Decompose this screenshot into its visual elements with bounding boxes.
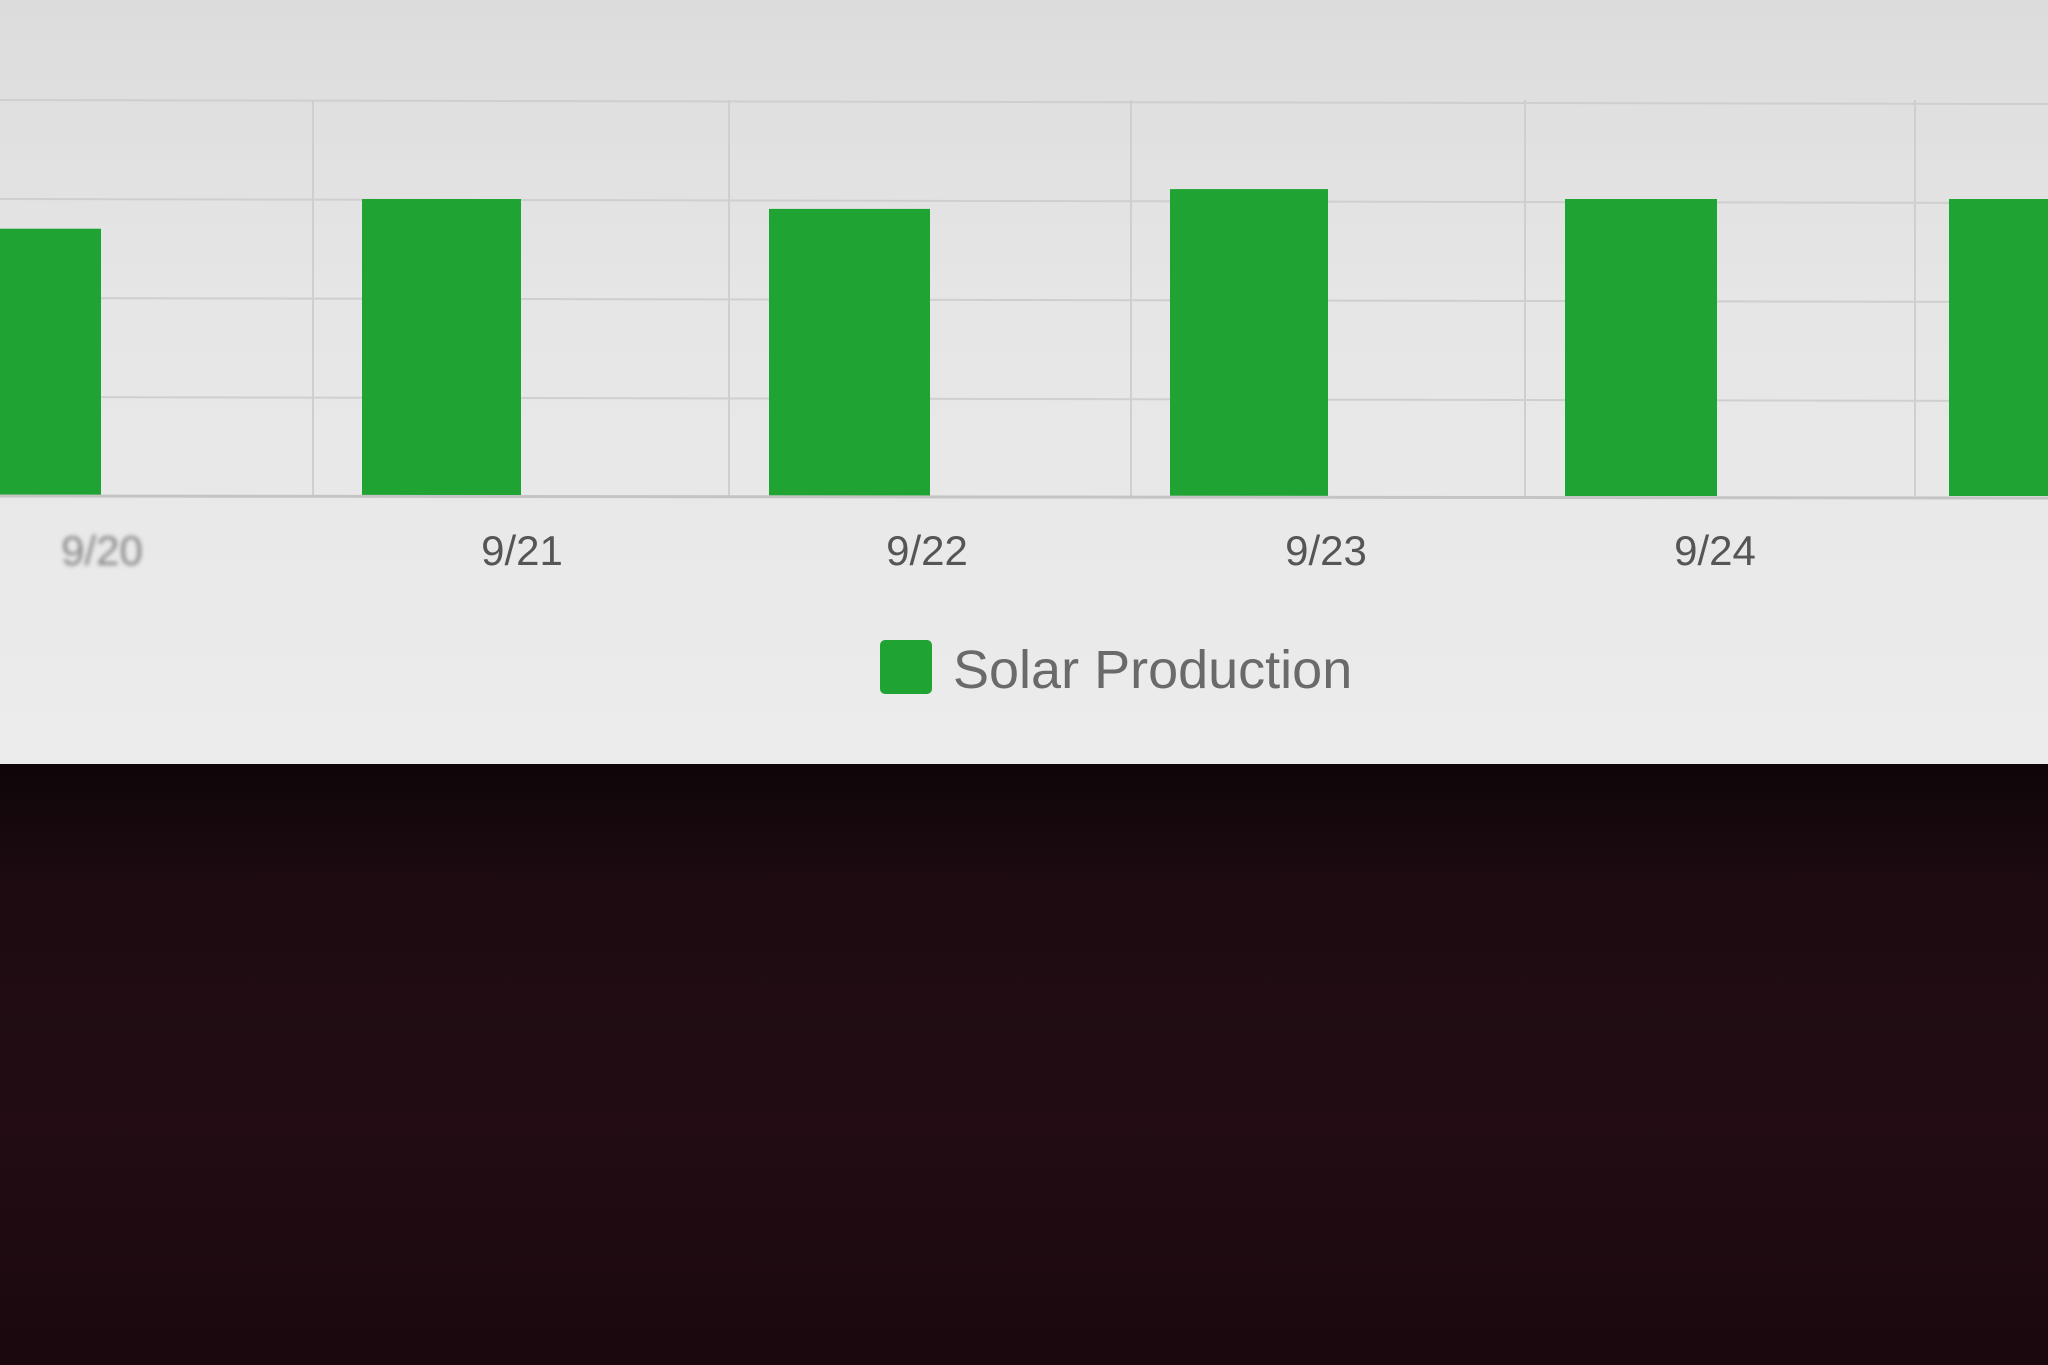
bar-9-23[interactable] bbox=[1170, 189, 1328, 496]
gridlines bbox=[0, 99, 2048, 496]
bar-9-20[interactable] bbox=[0, 228, 101, 496]
x-tick-label: 9/23 bbox=[1285, 527, 1367, 574]
x-tick-label: 9/20 bbox=[61, 527, 143, 574]
gridline-h bbox=[0, 396, 2048, 402]
gridline-h bbox=[0, 99, 2048, 105]
bar-9-22[interactable] bbox=[769, 208, 930, 496]
gridline-h bbox=[0, 198, 2048, 204]
gridline-h bbox=[0, 297, 2048, 303]
bar-9-24[interactable] bbox=[1565, 199, 1717, 496]
legend[interactable]: Solar Production bbox=[880, 640, 1352, 700]
legend-label: Solar Production bbox=[953, 640, 1352, 700]
x-axis-line bbox=[0, 494, 2048, 500]
bar-item-5[interactable] bbox=[1949, 199, 2048, 496]
x-tick-label: 9/24 bbox=[1674, 527, 1756, 574]
x-tick-label: 9/21 bbox=[481, 527, 563, 574]
x-axis-ticks: 9/20 9/21 9/22 9/23 9/24 bbox=[61, 527, 1756, 574]
x-tick-label: 9/22 bbox=[886, 527, 968, 574]
monitor-screen: 9/20 9/21 9/22 9/23 9/24 Solar Production bbox=[0, 0, 2048, 764]
solar-production-bar-chart: 9/20 9/21 9/22 9/23 9/24 Solar Production bbox=[0, 99, 2048, 700]
monitor-bezel bbox=[0, 764, 2048, 1365]
bars bbox=[0, 189, 2048, 496]
legend-swatch bbox=[880, 640, 932, 694]
bar-9-21[interactable] bbox=[362, 199, 521, 496]
